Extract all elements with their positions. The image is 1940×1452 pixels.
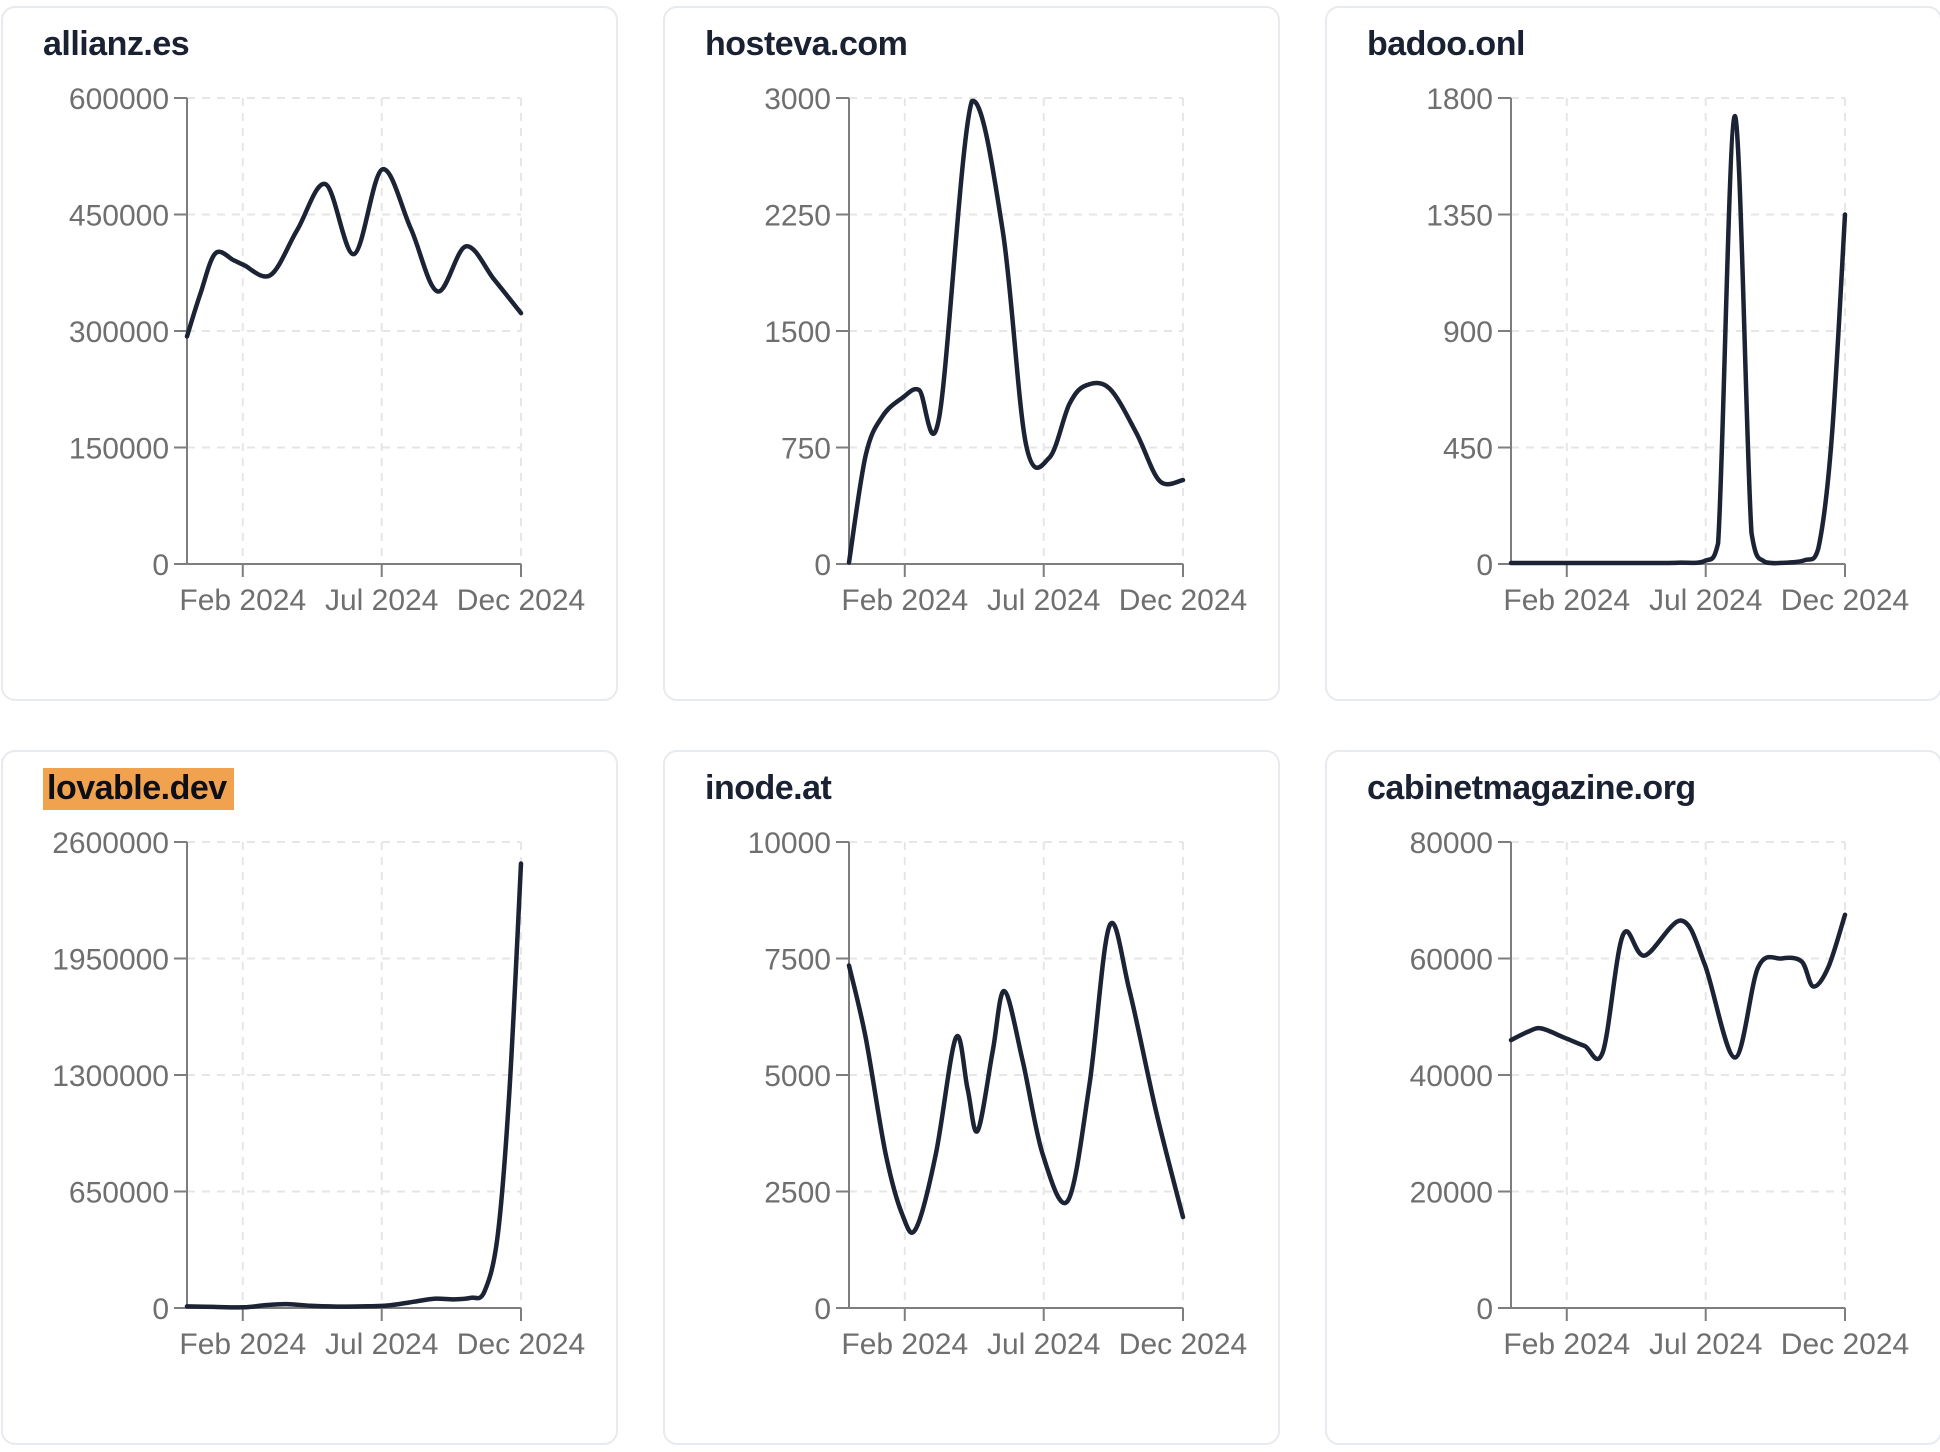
series-line bbox=[1508, 113, 1848, 566]
y-tick-label: 0 bbox=[1476, 549, 1493, 582]
domain-title-text: hosteva.com bbox=[705, 25, 908, 63]
traffic-line-chart: 0 2500 5000 7500 10000 Feb 2024 Jul 2024 Dec 20… bbox=[748, 827, 1248, 1361]
y-tick-label: 40000 bbox=[1410, 1060, 1493, 1093]
axes: 0 20000 40000 60000 80000 Feb 2024 Jul 2024 Dec… bbox=[1410, 827, 1910, 1361]
y-tick-label: 0 bbox=[814, 1293, 831, 1326]
y-tick-label: 0 bbox=[814, 549, 831, 582]
y-tick-label: 7500 bbox=[764, 944, 831, 977]
domain-title: lovable.dev bbox=[43, 766, 616, 810]
traffic-line-chart: 0 150000 300000 450000 600000 Feb 2024 Jul 202… bbox=[69, 83, 585, 617]
x-tick-label: Feb 2024 bbox=[179, 1328, 306, 1361]
domain-card-allianz: allianz.es 0 150000 300000 450000 600000 Feb … bbox=[1, 6, 618, 701]
traffic-line-chart: 0 750 1500 2250 3000 Feb 2024 Jul 2024 Dec 2024 bbox=[764, 83, 1247, 617]
gridlines bbox=[1511, 97, 1846, 564]
x-tick-label: Dec 2024 bbox=[1781, 584, 1909, 617]
traffic-line-chart: 0 20000 40000 60000 80000 Feb 2024 Jul 2024 Dec… bbox=[1410, 827, 1910, 1361]
y-tick-label: 450000 bbox=[69, 200, 169, 233]
y-tick-label: 450 bbox=[1443, 433, 1493, 466]
domain-card-inode: inode.at 0 2500 5000 7500 10000 Feb 2024 Jul 2… bbox=[663, 750, 1280, 1445]
domain-title-text: badoo.onl bbox=[1367, 25, 1525, 63]
y-tick-label: 2250 bbox=[764, 200, 831, 233]
domain-title-text: inode.at bbox=[705, 769, 832, 807]
y-tick-label: 600000 bbox=[69, 83, 169, 116]
x-tick-label: Feb 2024 bbox=[841, 1328, 968, 1361]
y-tick-label: 1500 bbox=[764, 316, 831, 349]
series-line bbox=[846, 98, 1186, 565]
y-tick-label: 750 bbox=[781, 433, 831, 466]
axes: 0 150000 300000 450000 600000 Feb 2024 Jul 202… bbox=[69, 83, 585, 617]
domain-card-hosteva: hosteva.com 0 750 1500 2250 3000 Feb 2024 Jul … bbox=[663, 6, 1280, 701]
domain-title-text-highlighted: lovable.dev bbox=[43, 768, 234, 810]
y-tick-label: 300000 bbox=[69, 316, 169, 349]
y-tick-label: 1950000 bbox=[52, 944, 169, 977]
x-tick-label: Feb 2024 bbox=[179, 584, 306, 617]
traffic-line-chart: 0 650000 1300000 1950000 2600000 Feb 2024 Jul … bbox=[52, 827, 585, 1361]
gridlines bbox=[187, 97, 522, 564]
y-tick-label: 0 bbox=[152, 1293, 169, 1326]
domain-card-badoo: badoo.onl 0 450 900 1350 1800 Feb 2024 Jul 202… bbox=[1325, 6, 1940, 701]
traffic-line-chart: 0 450 900 1350 1800 Feb 2024 Jul 2024 Dec 2024 bbox=[1426, 83, 1909, 617]
x-tick-label: Jul 2024 bbox=[1649, 584, 1762, 617]
y-tick-label: 10000 bbox=[748, 827, 831, 860]
series-line bbox=[184, 861, 524, 1310]
y-tick-label: 150000 bbox=[69, 433, 169, 466]
y-tick-label: 2600000 bbox=[52, 827, 169, 860]
x-tick-label: Jul 2024 bbox=[1649, 1328, 1762, 1361]
gridlines bbox=[187, 841, 522, 1308]
y-tick-label: 2500 bbox=[764, 1177, 831, 1210]
x-tick-label: Dec 2024 bbox=[1119, 1328, 1247, 1361]
domain-title-text: cabinetmagazine.org bbox=[1367, 769, 1696, 807]
x-tick-label: Dec 2024 bbox=[457, 1328, 585, 1361]
y-tick-label: 20000 bbox=[1410, 1177, 1493, 1210]
x-tick-label: Dec 2024 bbox=[1781, 1328, 1909, 1361]
y-tick-label: 60000 bbox=[1410, 944, 1493, 977]
domain-card-lovable: lovable.dev 0 650000 1300000 1950000 2600000… bbox=[1, 750, 618, 1445]
x-tick-label: Jul 2024 bbox=[325, 1328, 438, 1361]
axes: 0 650000 1300000 1950000 2600000 Feb 2024 Jul … bbox=[52, 827, 585, 1361]
x-tick-label: Feb 2024 bbox=[1503, 1328, 1630, 1361]
y-tick-label: 0 bbox=[1476, 1293, 1493, 1326]
y-tick-label: 1300000 bbox=[52, 1060, 169, 1093]
x-tick-label: Jul 2024 bbox=[987, 1328, 1100, 1361]
domain-title: inode.at bbox=[705, 766, 1278, 810]
gridlines bbox=[1511, 841, 1846, 1308]
x-tick-label: Jul 2024 bbox=[987, 584, 1100, 617]
x-tick-label: Dec 2024 bbox=[1119, 584, 1247, 617]
axes: 0 750 1500 2250 3000 Feb 2024 Jul 2024 Dec 2024 bbox=[764, 83, 1247, 617]
gridlines bbox=[849, 97, 1184, 564]
domain-title: cabinetmagazine.org bbox=[1367, 766, 1940, 810]
domain-title-text: allianz.es bbox=[43, 25, 190, 63]
y-tick-label: 0 bbox=[152, 549, 169, 582]
series-line bbox=[184, 167, 524, 339]
y-tick-label: 80000 bbox=[1410, 827, 1493, 860]
y-tick-label: 1800 bbox=[1426, 83, 1493, 116]
x-tick-label: Dec 2024 bbox=[457, 584, 585, 617]
domain-title: hosteva.com bbox=[705, 22, 1278, 66]
domain-title: badoo.onl bbox=[1367, 22, 1940, 66]
y-tick-label: 1350 bbox=[1426, 200, 1493, 233]
y-tick-label: 3000 bbox=[764, 83, 831, 116]
y-tick-label: 5000 bbox=[764, 1060, 831, 1093]
domain-card-cabinetmagazine: cabinetmagazine.org 0 20000 40000 60000 8000… bbox=[1325, 750, 1940, 1445]
y-tick-label: 900 bbox=[1443, 316, 1493, 349]
series-line bbox=[1508, 912, 1848, 1062]
y-tick-label: 650000 bbox=[69, 1177, 169, 1210]
gridlines bbox=[849, 841, 1184, 1308]
domain-title: allianz.es bbox=[43, 22, 616, 66]
series-line bbox=[846, 920, 1186, 1235]
x-tick-label: Feb 2024 bbox=[1503, 584, 1630, 617]
x-tick-label: Feb 2024 bbox=[841, 584, 968, 617]
x-tick-label: Jul 2024 bbox=[325, 584, 438, 617]
axes: 0 2500 5000 7500 10000 Feb 2024 Jul 2024 Dec 20… bbox=[748, 827, 1248, 1361]
